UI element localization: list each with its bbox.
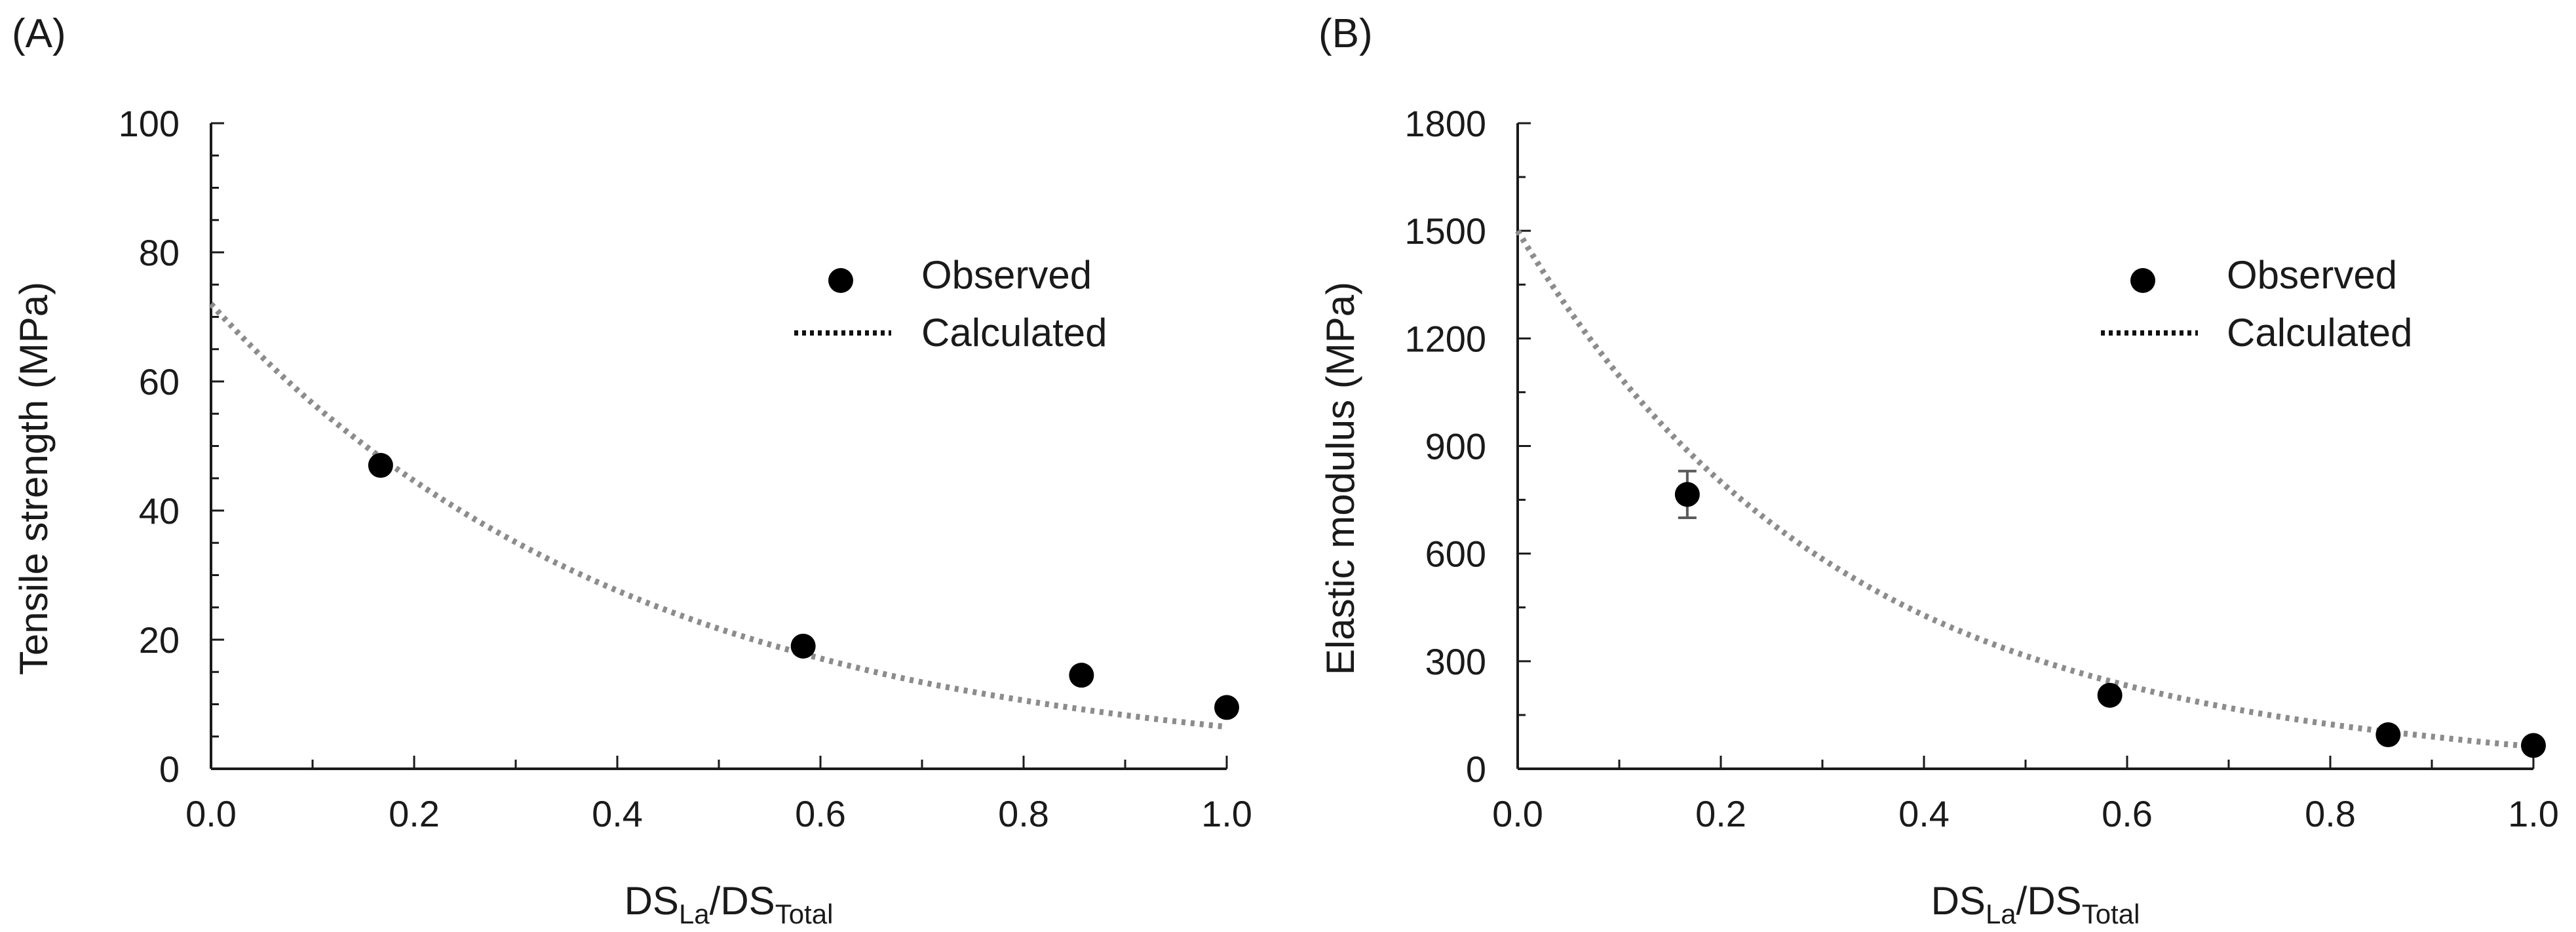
calculated-curve-a [208,301,1227,730]
x-axis-title-a-main: DS [625,879,679,923]
x-axis-title-a-sub1: La [679,899,710,929]
legend-a: Observed Calculated [794,253,1107,355]
legend-observed-label-a: Observed [921,253,1092,297]
panel-b: (B) 0 300 600 900 1200 1500 1800 0.0 0.2 0.4 0.6 0.… [1318,11,2559,929]
observed-point [1069,663,1094,688]
calculated-curve-b [1515,229,2534,750]
y-tick-label: 600 [1425,534,1486,575]
y-tick-label: 900 [1425,426,1486,467]
legend-observed-marker-b [2130,268,2155,293]
y-tick-label: 0 [1466,748,1486,790]
x-tick-label: 0.0 [1492,793,1543,834]
plot-area-b: 0 300 600 900 1200 1500 1800 0.0 0.2 0.4 0.6 0.8 1.0 [1404,103,2559,834]
panel-a: (A) 0 20 40 60 80 100 0.0 0.2 0.4 0.6 0.8 1.0 Tensi… [12,11,1252,929]
y-tick-label: 60 [139,361,180,402]
y-tick-label: 100 [119,103,180,144]
x-axis-title-b-sub1: La [1986,899,2016,929]
observed-point [2521,733,2546,758]
y-tick-label: 20 [139,619,180,661]
x-tick-label: 0.8 [2305,793,2356,834]
x-tick-label: 0.8 [998,793,1049,834]
legend-observed-marker-a [828,268,853,293]
legend-observed-label-b: Observed [2227,253,2397,297]
y-tick-label: 0 [159,748,180,790]
observed-point [368,453,393,478]
x-tick-label: 0.2 [1695,793,1746,834]
panel-label-b: (B) [1318,11,1373,56]
y-tick-label: 1200 [1404,318,1486,359]
y-tick-label: 1500 [1404,210,1486,252]
x-axis-title-b: DSLa/DSTotal [1931,879,2140,929]
legend-calculated-label-a: Calculated [921,311,1107,355]
y-tick-label: 80 [139,232,180,273]
x-axis-title-b-sub2: Total [2082,899,2140,929]
panel-label-a: (A) [12,11,66,56]
observed-point [1214,695,1239,720]
x-axis-title-a-sub2: Total [775,899,834,929]
x-tick-label: 1.0 [1201,793,1252,834]
x-tick-label: 0.4 [1898,793,1950,834]
observed-point [1674,482,1700,507]
x-tick-label: 0.6 [2102,793,2153,834]
x-axis-title-b-main: DS [1931,879,1986,923]
legend-b: Observed Calculated [2101,253,2413,355]
plot-area-a: 0 20 40 60 80 100 0.0 0.2 0.4 0.6 0.8 1.0 [119,103,1252,834]
y-tick-label: 40 [139,490,180,532]
x-tick-label: 0.2 [389,793,440,834]
x-axis-title-b-sep: /DS [2016,879,2082,923]
x-axis-title-a: DSLa/DSTotal [625,879,834,929]
observed-point [790,633,816,659]
x-tick-label: 0.0 [185,793,237,834]
y-axis-title-b: Elastic modulus (MPa) [1318,282,1362,675]
y-tick-label: 300 [1425,641,1486,682]
observed-point [2375,722,2401,748]
x-tick-label: 1.0 [2508,793,2559,834]
legend-calculated-label-b: Calculated [2227,311,2413,355]
x-tick-label: 0.4 [592,793,643,834]
observed-point [2097,682,2123,708]
x-axis-title-a-sep: /DS [710,879,775,923]
y-axis-title-a: Tensile strength (MPa) [12,282,56,675]
x-tick-label: 0.6 [795,793,846,834]
y-tick-label: 1800 [1404,103,1486,144]
